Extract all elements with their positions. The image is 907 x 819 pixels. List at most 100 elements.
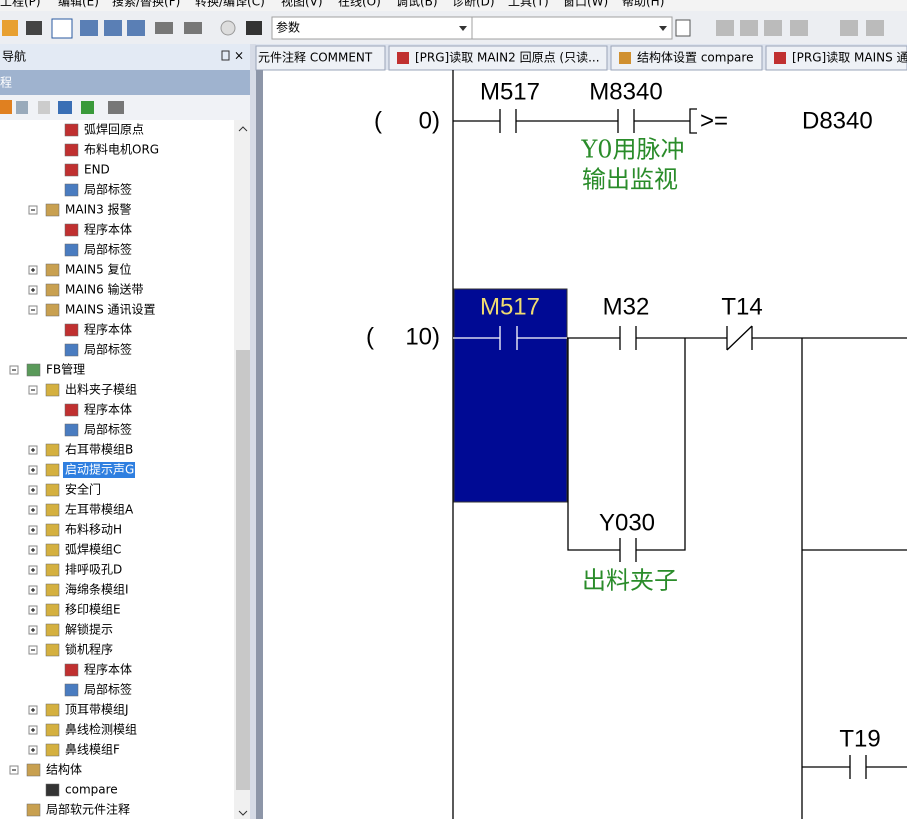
menu-item[interactable]: 在线(O) (338, 0, 381, 9)
comment: Y0用脉冲 (580, 136, 684, 164)
tree-item[interactable]: 局部标签 (84, 342, 132, 357)
tree-item[interactable]: 局部标签 (84, 182, 132, 197)
tab[interactable] (765, 45, 907, 71)
tree-icon (64, 683, 79, 697)
tree-item[interactable]: 左耳带模组A (65, 502, 134, 517)
cursor-selection[interactable] (453, 288, 568, 503)
combo-box[interactable] (471, 16, 673, 40)
tree-item[interactable]: FB管理 (46, 362, 85, 377)
tab-label[interactable]: 结构体设置 compare (637, 50, 753, 65)
tab[interactable] (388, 45, 608, 71)
device: M517 (480, 293, 540, 320)
tree-item[interactable]: MAINS 通讯设置 (65, 303, 156, 317)
tab[interactable] (610, 45, 763, 71)
tree-item[interactable]: 局部标签 (84, 242, 132, 257)
tree-icon (45, 543, 60, 557)
editor-border (256, 70, 263, 819)
tree-item[interactable]: 右耳带模组B (65, 442, 133, 457)
tree-item[interactable]: 排呼吸孔D (65, 563, 122, 577)
selected-contact (453, 326, 567, 350)
tree-icon (64, 423, 79, 437)
tree-expander-sign (31, 708, 35, 712)
tree-expander-sign (31, 508, 35, 512)
splitter (250, 44, 256, 819)
tree-expander-sign (31, 468, 35, 472)
tree-icon (45, 503, 60, 517)
tree-icon (26, 803, 41, 817)
tree-expander-sign (31, 548, 35, 552)
tree-icon (45, 523, 60, 537)
tree-item[interactable]: 启动提示声G (65, 462, 134, 477)
tree-icon (64, 323, 79, 337)
menu-item[interactable]: 视图(V) (281, 0, 323, 9)
tab-icon (397, 52, 409, 64)
tree-expander-sign (31, 728, 35, 732)
tree-item[interactable]: 锁机程序 (65, 642, 113, 657)
tree-icon (26, 763, 41, 777)
tree-item[interactable]: 程序本体 (84, 322, 132, 337)
close-button[interactable]: × (234, 49, 244, 63)
menu-item[interactable]: 搜索/替换(F) (112, 0, 180, 9)
menu-item[interactable]: 调试(B) (396, 0, 438, 9)
tree-item[interactable]: 局部标签 (84, 682, 132, 697)
tree-icon (64, 663, 79, 677)
tree-expander-sign (31, 588, 35, 592)
tab-label[interactable]: 元件注释 COMMENT (258, 50, 373, 65)
tree-item[interactable]: END (84, 163, 110, 177)
compare-op: >= (700, 107, 728, 134)
menu-item[interactable]: 工具(T) (508, 0, 549, 9)
tree-item[interactable]: 局部标签 (84, 422, 132, 437)
tree-item[interactable]: 布料移动H (65, 523, 122, 537)
tree-expander-sign (31, 488, 35, 492)
tree-item[interactable]: 移印模组E (65, 603, 121, 617)
pin-icon[interactable] (221, 50, 230, 61)
tree-item[interactable]: 出料夹子模组 (65, 383, 137, 397)
tree-expander-sign (31, 568, 35, 572)
tree-expander-sign (31, 288, 35, 292)
tree-item[interactable]: 顶耳带模组J (65, 703, 129, 717)
tree-item[interactable]: 局部软元件注释 (46, 802, 130, 817)
tree-expander-sign (31, 448, 35, 452)
menu-item[interactable]: 帮助(H) (622, 0, 664, 9)
menu-item[interactable]: 诊断(D) (452, 0, 495, 9)
tree-item[interactable]: MAIN5 复位 (65, 262, 132, 277)
tree-expander-sign (31, 268, 35, 272)
tree-item[interactable]: 安全门 (65, 482, 101, 497)
menu-item[interactable]: 工程(P) (0, 0, 41, 9)
tab-label[interactable]: [PRG]读取 MAINS 通 (792, 51, 907, 65)
menu-item[interactable]: 窗口(W) (563, 0, 608, 9)
tree-item[interactable]: 弧焊回原点 (84, 122, 144, 137)
tree-item[interactable]: 程序本体 (84, 222, 132, 237)
tree-item[interactable]: 解锁提示 (65, 622, 113, 637)
device: M8340 (589, 78, 662, 105)
menu-item[interactable]: 编辑(E) (58, 0, 99, 9)
tree-item[interactable]: 布料电机ORG (84, 143, 159, 157)
tree-icon (45, 563, 60, 577)
tree-item[interactable]: 结构体 (46, 762, 82, 777)
combo-box[interactable] (271, 16, 473, 40)
tab-label[interactable]: [PRG]读取 MAIN2 回原点 (只读... (415, 51, 600, 65)
tree-item[interactable]: 程序本体 (84, 662, 132, 677)
tab[interactable] (255, 45, 386, 71)
ladder: ( 0) M517 M8340 >= D8340 Y0用脉冲 输出监视 ( 10… (366, 70, 907, 819)
tree-icon (45, 283, 60, 297)
tree-item[interactable]: 鼻线模组F (65, 742, 120, 757)
tree-item[interactable]: 海绵条模组I (65, 582, 129, 597)
tree-icon (64, 343, 79, 357)
tab-icon (619, 52, 631, 64)
tree-item[interactable]: MAIN3 报警 (65, 202, 132, 217)
tree-item[interactable]: MAIN6 输送带 (65, 282, 144, 297)
tree-icon (45, 723, 60, 737)
tree-item[interactable]: compare (65, 783, 118, 797)
tree-item[interactable]: 程序本体 (84, 402, 132, 417)
tree-item[interactable]: 鼻线检测模组 (65, 722, 137, 737)
device: M517 (480, 78, 540, 105)
scroll-thumb[interactable] (236, 350, 250, 790)
tree-item[interactable]: 弧焊模组C (65, 542, 121, 557)
tree-icon (45, 263, 60, 277)
tree-icon (64, 183, 79, 197)
tree-expander-sign (31, 628, 35, 632)
operand: D8340 (802, 107, 873, 134)
menu-item[interactable]: 转换/编译(C) (195, 0, 265, 9)
tree-icon (64, 223, 79, 237)
